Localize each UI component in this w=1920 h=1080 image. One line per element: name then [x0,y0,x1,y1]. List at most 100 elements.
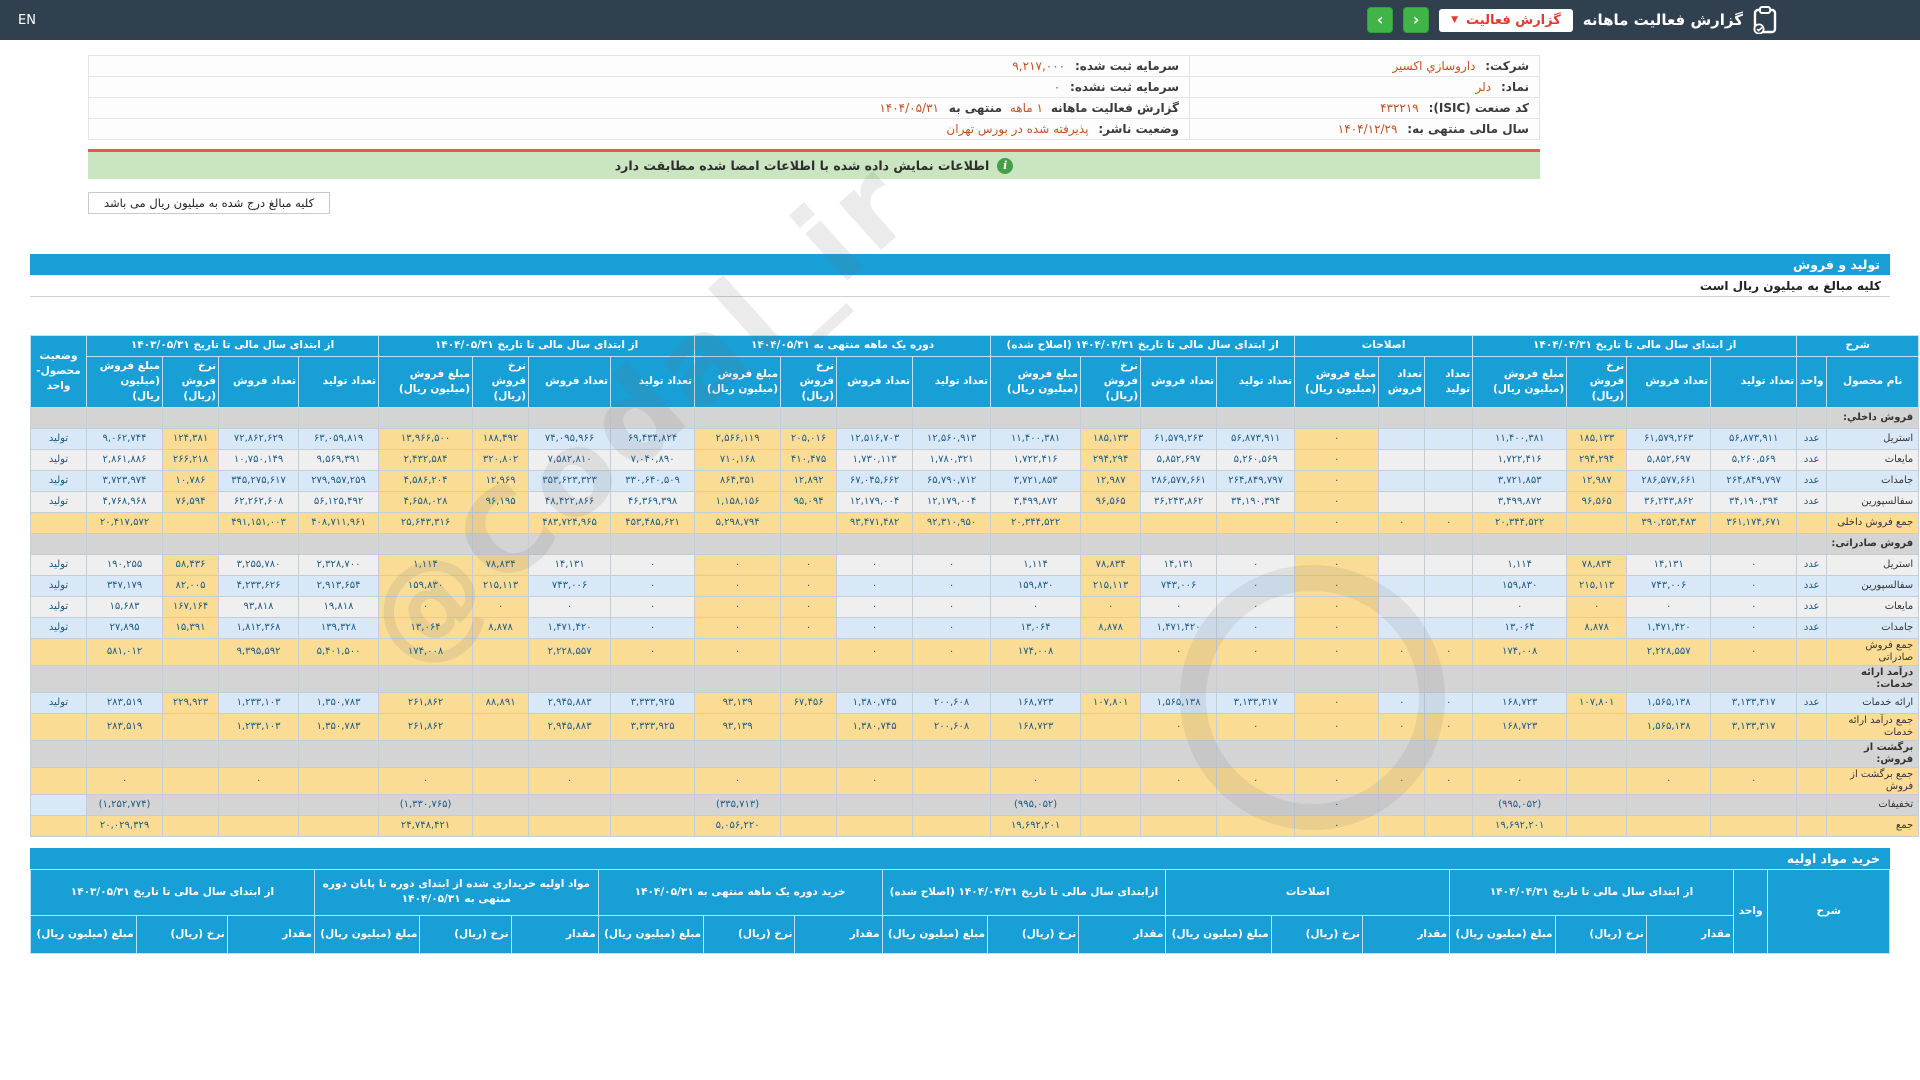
value-cell: ۲۹۴,۲۹۴ [1566,448,1628,471]
report-type-label: گزارش فعالیت [1466,12,1561,28]
header-cell: مبلغ فروش (میلیون ریال) [694,356,782,408]
value-cell: ۴۶,۳۶۹,۳۹۸ [610,490,696,513]
value-cell: ۳۴۷,۱۷۹ [85,574,164,597]
value-cell [1710,664,1798,693]
value-cell: ۹,۰۶۲,۷۴۴ [85,427,164,450]
header-cell: تعداد تولید [610,356,696,408]
value-cell: ۹۶,۵۶۵ [1566,490,1628,513]
table-row: جمع برگشت از فروش ۰ ۰ ۰ ۰ ۰ ۰ ۰ ۰ ۰ ۰ ۰ ۰ ۰ ۰ ۰ [30,766,1920,795]
value-cell [836,406,914,429]
value-cell: ۲۷,۸۹۵ [85,616,164,639]
value-cell [1796,712,1828,741]
value-cell: تولید [30,691,87,714]
value-cell [218,793,300,816]
value-cell: ۲,۲۲۸,۵۵۷ [1626,637,1712,666]
value-cell [1796,511,1828,534]
value-cell [298,664,380,693]
value-cell: ۱,۲۳۳,۱۰۳ [218,712,300,741]
value-cell [162,637,220,666]
value-cell [162,814,220,837]
value-cell: ۱۳۹,۳۲۸ [298,616,380,639]
value-cell: ۳,۳۳۳,۹۲۵ [610,691,696,714]
value-cell: ۰ [218,766,300,795]
value-cell [218,814,300,837]
value-cell: ۱۲,۹۶۹ [472,469,530,492]
value-cell: ۱۷۴,۰۰۸ [1472,637,1568,666]
value-cell: ۷۸,۸۳۴ [1566,553,1628,576]
value-cell [780,664,838,693]
field-label: شرکت: [1485,59,1529,73]
nav-next-button[interactable]: › [1403,7,1430,33]
language-toggle-en[interactable]: EN [18,12,36,28]
value-cell [1424,739,1474,768]
value-cell [1294,664,1380,693]
header-cell: از ابتدای سال مالی تا تاریخ ۱۴۰۴/۰۴/۳۱ [1449,868,1734,916]
section-subtitle: کلیه مبالغ به میلیون ریال است [30,275,1890,297]
value-cell: ۱۳,۰۶۴ [990,616,1082,639]
value-cell: ۳۴۵,۲۷۵,۶۱۷ [218,469,300,492]
value-cell: ۶۱,۵۷۹,۲۶۳ [1626,427,1712,450]
value-cell [1378,739,1426,768]
value-cell [1080,511,1142,534]
production-sales-table: شرح از ابتدای سال مالی تا تاریخ ۱۴۰۴/۰۴/۳… [30,335,1920,837]
value-cell: ۰ [912,574,992,597]
header-cell: مقدار [226,914,315,954]
value-cell: ۳,۲۵۵,۷۸۰ [218,553,300,576]
value-cell: ۰ [1472,595,1568,618]
value-cell [1566,712,1628,741]
value-cell [1378,595,1426,618]
value-cell: ۹۶,۵۶۵ [1080,490,1142,513]
field-label: نماد: [1500,80,1529,94]
value-cell: ۱۷۴,۰۰۸ [990,637,1082,666]
value-cell: (۹۹۵,۰۵۲) [990,793,1082,816]
value-cell [1216,406,1296,429]
header-cell: تعداد فروش [836,356,914,408]
value-cell [1796,766,1828,795]
field-value: داروسازي اکسیر [1392,59,1476,73]
value-cell: ۰ [1294,793,1380,816]
header-cell: نرخ فروش (ریال) [1080,356,1142,408]
value-cell [1566,532,1628,555]
value-cell: ۰ [836,637,914,666]
value-cell: ۰ [1424,637,1474,666]
value-cell [1080,406,1142,429]
value-cell [162,766,220,795]
value-cell: ۱۵۹,۸۳۰ [990,574,1082,597]
value-cell: ۸,۸۷۸ [1080,616,1142,639]
value-cell [694,532,782,555]
nav-prev-button[interactable]: ‹ [1367,7,1394,33]
value-cell: ۱۶۸,۷۲۳ [1472,691,1568,714]
value-cell: ۲۸۶,۵۷۷,۶۶۱ [1626,469,1712,492]
value-cell: ۲۸۳,۵۱۹ [85,691,164,714]
value-cell [1796,739,1828,768]
value-cell: ۰ [836,574,914,597]
header-cell: تعداد فروش [528,356,612,408]
header-cell: نرخ (ریال) [419,914,512,954]
value-cell: ۰ [780,616,838,639]
value-cell: ۲۲۹,۹۲۳ [162,691,220,714]
value-cell: ۷۱۰,۱۶۸ [694,448,782,471]
table-group-row: درآمد ارائه خدمات: [30,664,1920,693]
value-cell: ۰ [1080,595,1142,618]
value-cell: ۰ [780,553,838,576]
value-cell: ۰ [1294,766,1380,795]
value-cell: ۱۲,۹۸۷ [1080,469,1142,492]
value-cell: ۲,۵۶۶,۱۱۹ [694,427,782,450]
value-cell: ۳۲۰,۸۰۲ [472,448,530,471]
value-cell: ۲۰,۴۱۷,۵۷۲ [85,511,164,534]
value-cell [912,406,992,429]
field-value: ۹,۲۱۷,۰۰۰ [1012,59,1066,73]
header-cell: تعداد فروش [1378,356,1426,408]
value-cell [1472,664,1568,693]
report-type-dropdown[interactable]: گزارش فعالیت ▼ [1439,8,1573,32]
header-cell: مبلغ فروش (میلیون ریال) [990,356,1082,408]
value-cell: ۰ [610,574,696,597]
value-cell: ۰ [85,766,164,795]
value-cell: ۱۳,۰۶۴ [378,616,474,639]
value-cell [1080,712,1142,741]
value-cell [780,406,838,429]
value-cell: ۴۹۱,۱۵۱,۰۰۳ [218,511,300,534]
value-cell [1140,511,1218,534]
header-cell: تعداد فروش [1140,356,1218,408]
value-cell: ۶۱,۵۷۹,۲۶۳ [1140,427,1218,450]
